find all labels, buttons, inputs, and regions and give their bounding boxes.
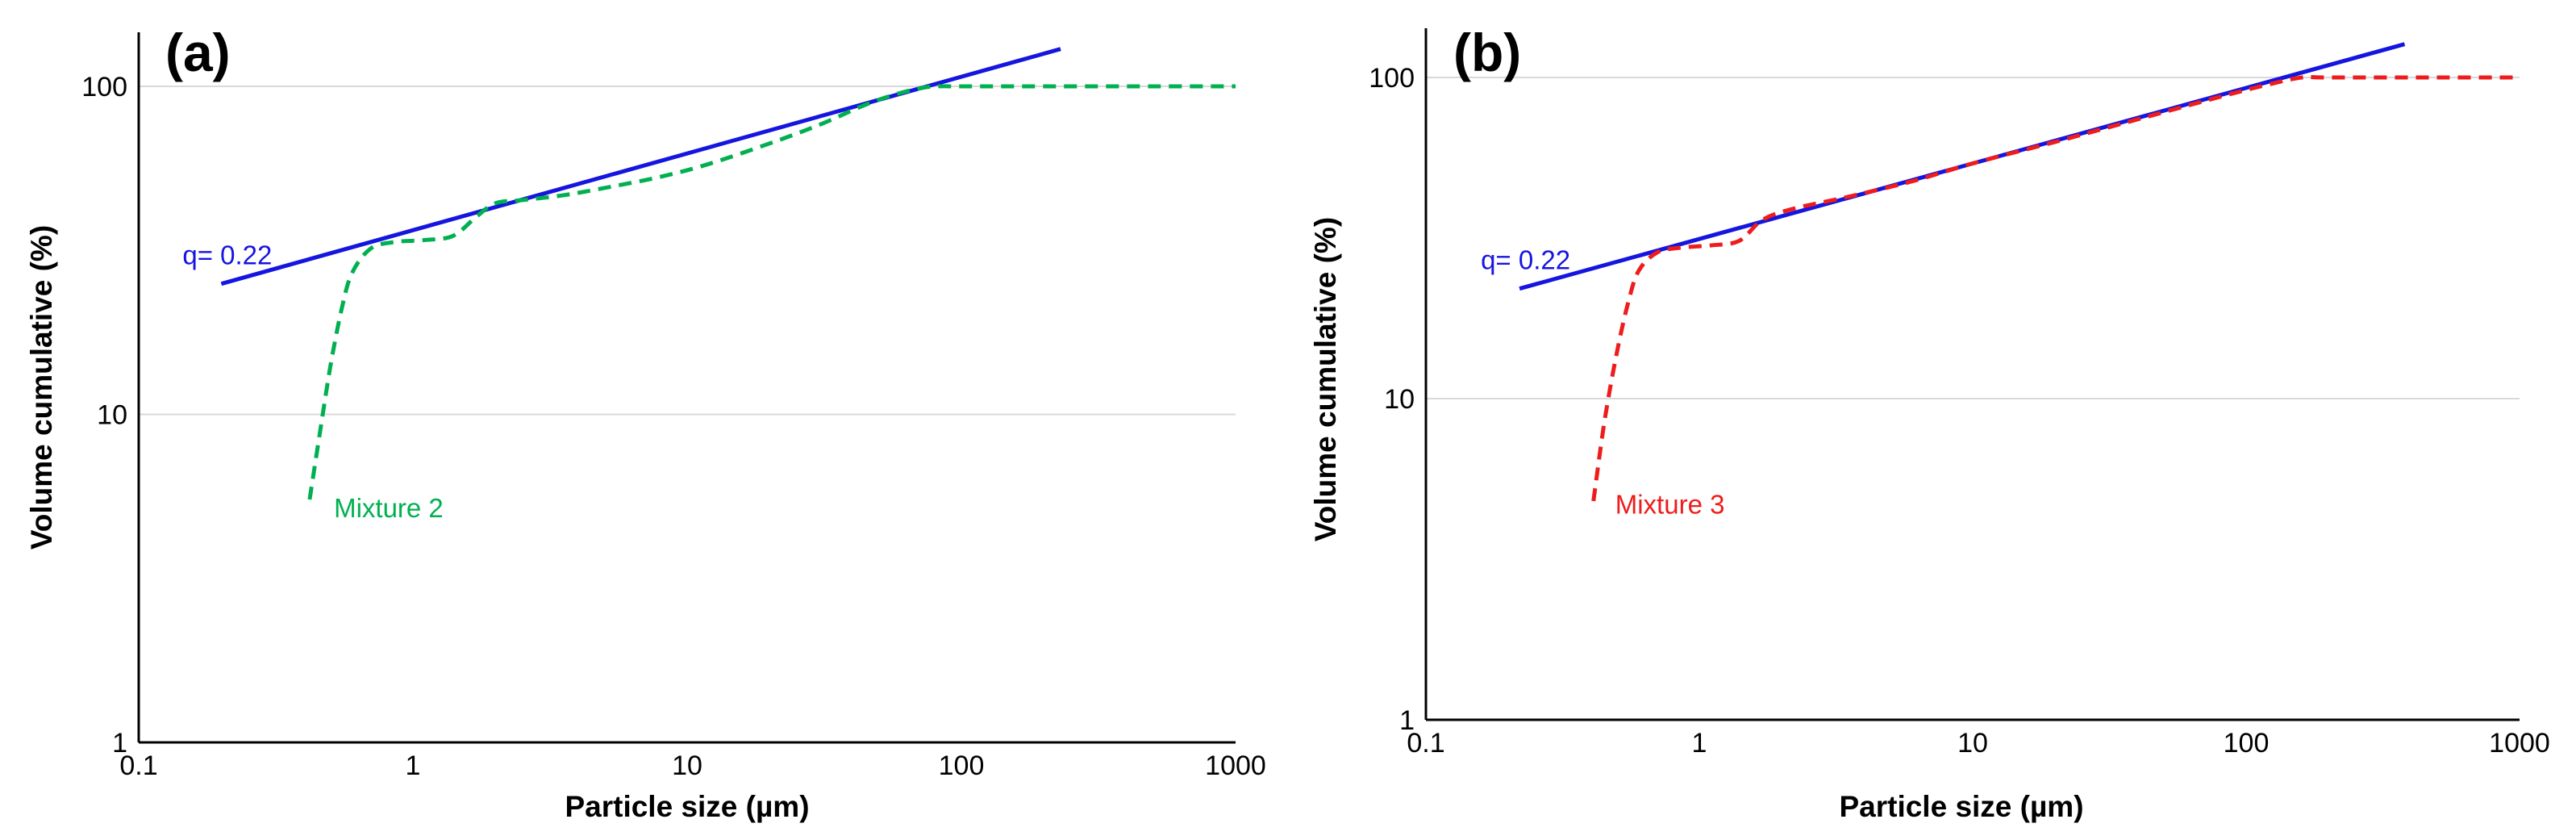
panel-b-x-tick-label: 1000 <box>2489 728 2550 759</box>
panel-b-label-q-0-22: q= 0.22 <box>1481 245 1570 275</box>
panel-b-y-tick-label: 1 <box>1399 705 1415 736</box>
panel-a-y-tick-label: 1 <box>112 728 127 759</box>
panel-a-series <box>220 47 1236 500</box>
panel-b-x-tick-label: 10 <box>1957 728 1988 759</box>
panel-a-x-tick-label: 100 <box>939 750 985 781</box>
panel-a-series-mixture-2 <box>307 84 1236 500</box>
panel-a-y-tick-label: 10 <box>97 400 127 431</box>
panel-b-series-labels: q= 0.22 Mixture 3 <box>1481 245 1724 520</box>
panel-a-series-labels: q= 0.22 Mixture 2 <box>182 240 443 523</box>
panel-b-y-tick-label: 10 <box>1384 384 1415 415</box>
panel-a-x-tick-label: 10 <box>672 750 702 781</box>
panel-b-y-tick-label: 100 <box>1369 63 1415 94</box>
panel-b-x-tick-label: 0.1 <box>1407 728 1444 759</box>
panel-b-series <box>1519 42 2520 502</box>
panel-a-y-axis-title: Volume cumulative (%) <box>25 225 58 550</box>
panel-b-gridlines <box>1426 77 2520 399</box>
panel-a-x-tick-label: 1000 <box>1205 750 1266 781</box>
panel-b-x-axis-title: Particle size (µm) <box>1839 790 2083 823</box>
panel-a-label-q-0-22: q= 0.22 <box>182 240 272 270</box>
panel-b-x-tick-label: 1 <box>1692 728 1707 759</box>
panel-a-x-tick-label: 1 <box>406 750 421 781</box>
panel-a-x-axis-title: Particle size (µm) <box>565 790 809 823</box>
panel-b-label: (b) <box>1453 23 1521 82</box>
panel-a-y-tick-label: 100 <box>81 72 127 102</box>
panel-a-gridlines <box>139 86 1236 416</box>
panel-b-series-q-0-22 <box>1519 42 2406 291</box>
panel-a-x-tick-label: 0.1 <box>119 750 157 781</box>
panel-b-y-axis-title: Volume cumulative (%) <box>1309 217 1342 541</box>
panel-b-series-mixture-3 <box>1591 74 2520 502</box>
panel-a-label-mixture-2: Mixture 2 <box>334 493 444 523</box>
panel-b-x-tick-label: 100 <box>2224 728 2270 759</box>
panel-a-series-q-0-22 <box>220 47 1061 286</box>
panel-a-label: (a) <box>165 23 231 82</box>
panel-b-label-mixture-3: Mixture 3 <box>1615 490 1725 520</box>
